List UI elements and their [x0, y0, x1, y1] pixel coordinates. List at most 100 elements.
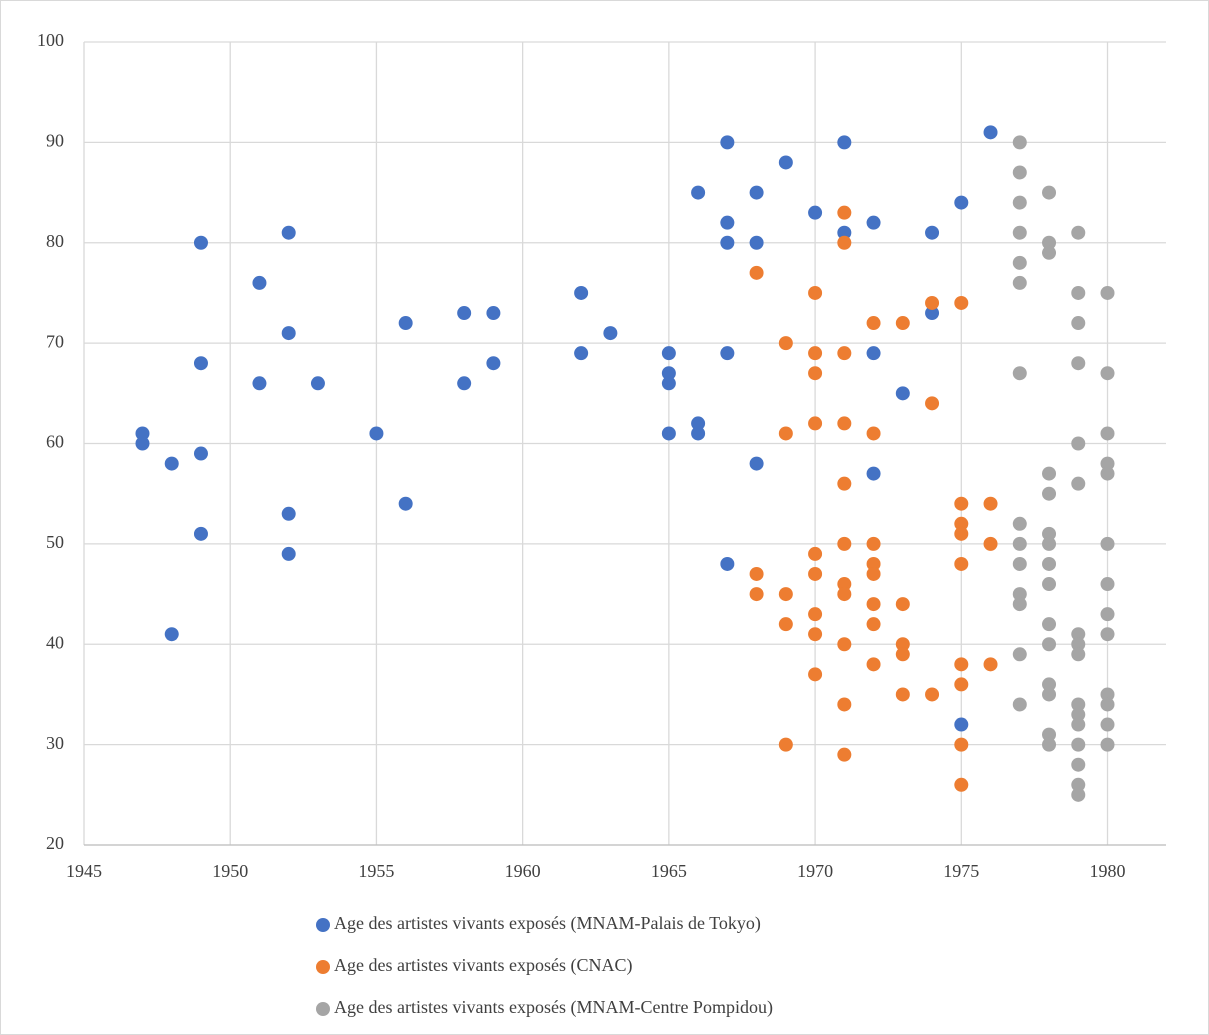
point: [1042, 536, 1057, 551]
point: [866, 316, 881, 331]
point: [1071, 707, 1086, 722]
point: [866, 657, 881, 672]
point: [1012, 536, 1027, 551]
point: [895, 316, 910, 331]
point: [281, 326, 296, 341]
point: [1100, 577, 1115, 592]
point: [749, 235, 764, 250]
legend-label: Age des artistes vivants exposés (MNAM-C…: [334, 997, 773, 1018]
point: [1042, 526, 1057, 541]
point: [895, 386, 910, 401]
point: [398, 496, 413, 511]
y-tick-label: 30: [46, 733, 64, 753]
point: [1071, 777, 1086, 792]
legend-marker: [316, 918, 330, 932]
point: [1042, 637, 1057, 652]
point: [808, 366, 823, 381]
point: [808, 205, 823, 220]
point: [749, 265, 764, 280]
point: [749, 587, 764, 602]
point: [1071, 476, 1086, 491]
point: [281, 225, 296, 240]
point: [1042, 486, 1057, 501]
point: [1012, 366, 1027, 381]
point: [925, 687, 940, 702]
point: [1100, 607, 1115, 622]
point: [954, 496, 969, 511]
point: [1042, 677, 1057, 692]
point: [1042, 185, 1057, 200]
point: [837, 205, 852, 220]
x-tick-label: 1980: [1090, 861, 1126, 881]
point: [778, 587, 793, 602]
point: [398, 316, 413, 331]
point: [135, 426, 150, 441]
point: [954, 677, 969, 692]
point: [954, 195, 969, 210]
x-tick-label: 1955: [358, 861, 394, 881]
point: [983, 496, 998, 511]
point: [1100, 627, 1115, 642]
point: [193, 356, 208, 371]
point: [808, 607, 823, 622]
point: [837, 225, 852, 240]
x-tick-label: 1950: [212, 861, 248, 881]
point: [837, 577, 852, 592]
point: [1071, 285, 1086, 300]
point: [778, 426, 793, 441]
point: [749, 185, 764, 200]
point: [866, 566, 881, 581]
point: [603, 326, 618, 341]
point: [749, 566, 764, 581]
point: [1100, 737, 1115, 752]
point: [1012, 697, 1027, 712]
y-tick-label: 20: [46, 833, 64, 853]
y-tick-label: 60: [46, 432, 64, 452]
point: [837, 235, 852, 250]
point: [486, 356, 501, 371]
point: [720, 215, 735, 230]
point: [866, 617, 881, 632]
point: [1012, 195, 1027, 210]
point: [1012, 556, 1027, 571]
point: [954, 737, 969, 752]
point: [1071, 697, 1086, 712]
point: [1100, 426, 1115, 441]
point: [1042, 556, 1057, 571]
x-tick-label: 1945: [66, 861, 102, 881]
point: [720, 235, 735, 250]
x-tick-label: 1975: [943, 861, 979, 881]
point: [1042, 687, 1057, 702]
point: [749, 456, 764, 471]
point: [778, 737, 793, 752]
point: [1100, 366, 1115, 381]
point: [661, 346, 676, 361]
point: [1071, 436, 1086, 451]
point: [954, 777, 969, 792]
point: [310, 376, 325, 391]
point: [252, 376, 267, 391]
point: [808, 546, 823, 561]
point: [1100, 466, 1115, 481]
point: [925, 295, 940, 310]
point: [1071, 627, 1086, 642]
point: [1071, 647, 1086, 662]
x-tick-label: 1970: [797, 861, 833, 881]
y-tick-label: 80: [46, 231, 64, 251]
point: [486, 306, 501, 321]
point: [954, 295, 969, 310]
point: [1100, 456, 1115, 471]
point: [135, 436, 150, 451]
point: [1042, 466, 1057, 481]
point: [720, 346, 735, 361]
point: [1042, 245, 1057, 260]
point: [1012, 597, 1027, 612]
legend-label: Age des artistes vivants exposés (MNAM-P…: [334, 913, 761, 934]
point: [164, 456, 179, 471]
point: [778, 155, 793, 170]
legend-label: Age des artistes vivants exposés (CNAC): [334, 955, 632, 976]
point: [954, 657, 969, 672]
point: [808, 416, 823, 431]
point: [808, 627, 823, 642]
y-tick-label: 70: [46, 331, 64, 351]
